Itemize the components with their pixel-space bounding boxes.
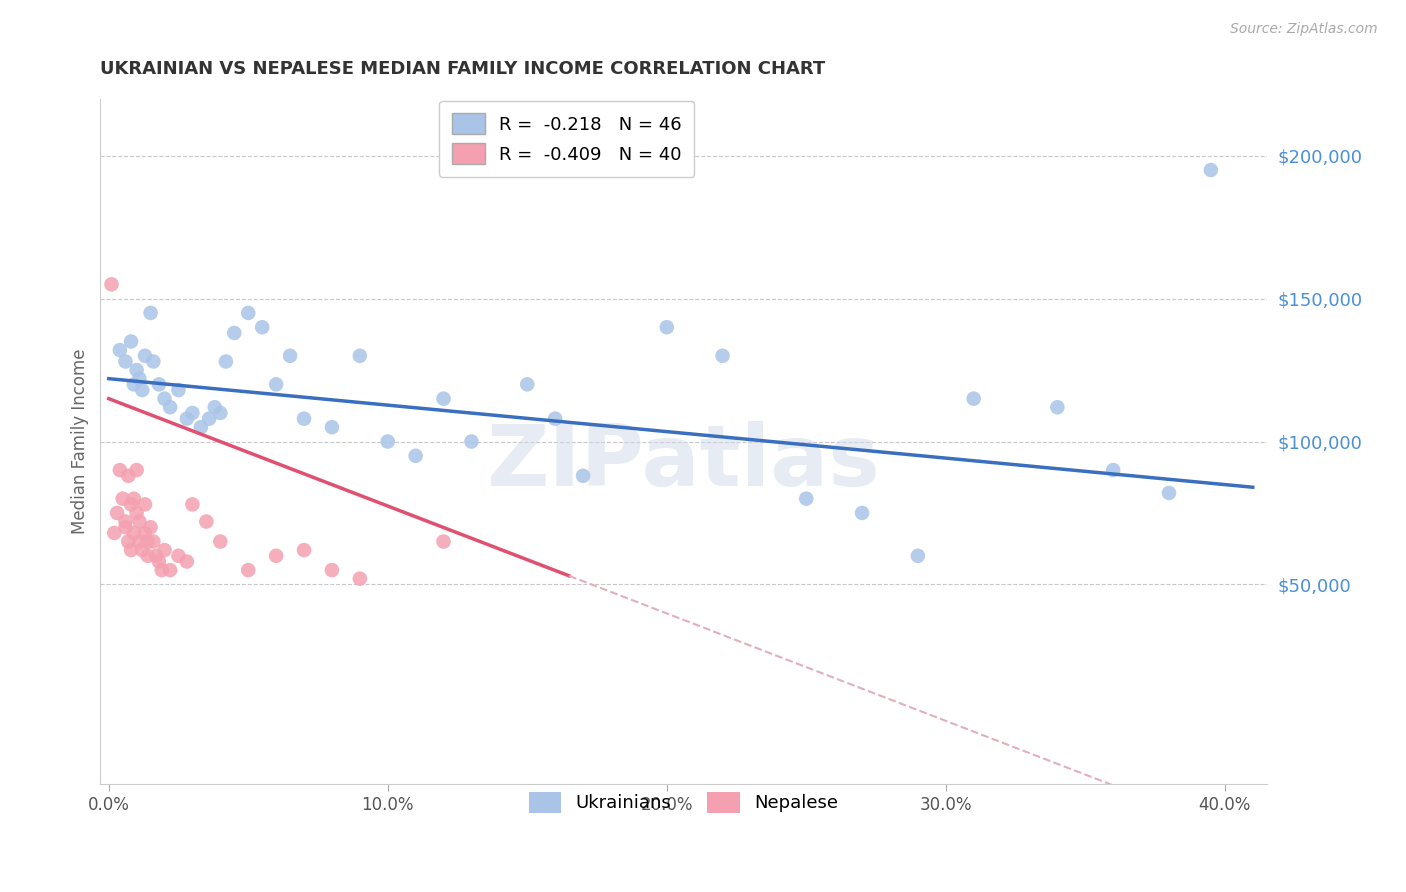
Point [111, 491, 134, 506]
Point [432, 534, 454, 549]
Point [139, 306, 162, 320]
Point [224, 326, 246, 340]
Point [181, 406, 204, 420]
Point [655, 320, 678, 334]
Point [176, 411, 198, 425]
Point [139, 520, 162, 534]
Point [105, 506, 128, 520]
Point [264, 377, 287, 392]
Point [108, 343, 131, 357]
Point [125, 506, 148, 520]
Point [215, 354, 238, 368]
Y-axis label: Median Family Income: Median Family Income [72, 349, 89, 534]
Point [851, 506, 873, 520]
Point [321, 420, 343, 434]
Point [117, 534, 139, 549]
Point [120, 543, 142, 558]
Point [122, 525, 145, 540]
Point [136, 534, 159, 549]
Point [120, 334, 142, 349]
Point [136, 549, 159, 563]
Point [1102, 463, 1125, 477]
Point [159, 401, 181, 415]
Point [572, 468, 595, 483]
Point [349, 572, 371, 586]
Point [209, 534, 232, 549]
Point [190, 420, 212, 434]
Point [159, 563, 181, 577]
Point [100, 277, 122, 292]
Point [153, 392, 176, 406]
Point [128, 371, 150, 385]
Point [377, 434, 399, 449]
Point [114, 520, 136, 534]
Point [128, 515, 150, 529]
Point [238, 306, 260, 320]
Point [167, 383, 190, 397]
Point [1199, 163, 1222, 178]
Text: ZIPatlas: ZIPatlas [486, 421, 880, 504]
Point [181, 497, 204, 511]
Point [122, 377, 145, 392]
Point [794, 491, 817, 506]
Point [292, 543, 315, 558]
Point [103, 525, 125, 540]
Point [544, 411, 567, 425]
Point [134, 497, 156, 511]
Point [148, 377, 170, 392]
Point [238, 563, 260, 577]
Point [153, 543, 176, 558]
Point [198, 411, 221, 425]
Point [167, 549, 190, 563]
Legend: Ukrainians, Nepalese: Ukrainians, Nepalese [517, 780, 849, 823]
Point [176, 555, 198, 569]
Point [125, 363, 148, 377]
Point [907, 549, 929, 563]
Point [145, 549, 167, 563]
Point [134, 525, 156, 540]
Point [150, 563, 173, 577]
Point [204, 401, 226, 415]
Point [148, 555, 170, 569]
Point [114, 515, 136, 529]
Point [108, 463, 131, 477]
Point [122, 491, 145, 506]
Point [120, 497, 142, 511]
Text: Source: ZipAtlas.com: Source: ZipAtlas.com [1230, 22, 1378, 37]
Point [264, 549, 287, 563]
Point [516, 377, 538, 392]
Point [131, 383, 153, 397]
Point [195, 515, 218, 529]
Point [125, 463, 148, 477]
Point [131, 543, 153, 558]
Point [117, 468, 139, 483]
Point [114, 354, 136, 368]
Point [963, 392, 986, 406]
Point [432, 392, 454, 406]
Point [292, 411, 315, 425]
Point [711, 349, 734, 363]
Point [1046, 401, 1069, 415]
Point [250, 320, 273, 334]
Point [460, 434, 482, 449]
Point [128, 534, 150, 549]
Point [1157, 486, 1180, 500]
Point [349, 349, 371, 363]
Point [134, 349, 156, 363]
Point [209, 406, 232, 420]
Point [405, 449, 427, 463]
Point [278, 349, 301, 363]
Point [321, 563, 343, 577]
Text: UKRAINIAN VS NEPALESE MEDIAN FAMILY INCOME CORRELATION CHART: UKRAINIAN VS NEPALESE MEDIAN FAMILY INCO… [100, 60, 825, 78]
Point [142, 354, 165, 368]
Point [142, 534, 165, 549]
